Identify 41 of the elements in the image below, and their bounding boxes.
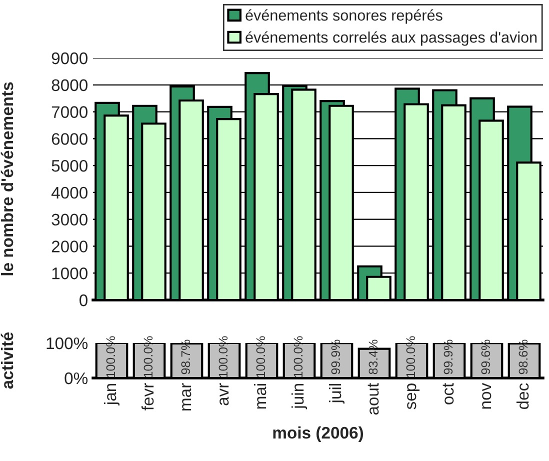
x-tick-label: juin: [291, 384, 308, 410]
data-label: 98.6%: [518, 340, 528, 374]
y-tick-label: 100%: [46, 337, 88, 350]
data-label: 99.6%: [481, 340, 490, 374]
x-tick-label: dec: [516, 383, 529, 410]
data-label: 98.7%: [181, 340, 190, 374]
data-label: 100.0%: [144, 336, 153, 378]
y-axis-title: le nombre d'événements: [0, 82, 14, 276]
x-tick-label: aout: [368, 382, 379, 415]
y-tick-label: 1000: [52, 268, 88, 280]
x-tick-label: avr: [220, 383, 229, 406]
x-tick-label: juil: [328, 384, 345, 404]
legend-label: événements correlés aux passages d'avion: [246, 31, 537, 46]
y-tick-label: 2000: [52, 240, 88, 252]
x-tick-label: nov: [482, 382, 492, 409]
y-tick-label: 5000: [52, 160, 88, 172]
y-tick-label: 8000: [52, 79, 88, 92]
data-label: 100.0%: [256, 336, 266, 378]
data-label: 100.0%: [106, 336, 116, 378]
x-tick-label: oct: [442, 382, 454, 404]
data-label: 83.4%: [368, 340, 378, 374]
y-tick-label: 3000: [52, 214, 88, 226]
data-label: 100.0%: [294, 336, 303, 378]
y-tick-label: 6000: [52, 133, 88, 145]
y-tick-label: 0: [80, 294, 88, 306]
x-tick-label: sep: [407, 384, 420, 410]
x-tick-label: fevr: [142, 383, 154, 410]
y-tick-label: 0%: [64, 372, 88, 384]
x-tick-label: mar: [182, 383, 192, 410]
x-axis-title: mois (2006): [273, 426, 364, 442]
data-label: 99.9%: [444, 340, 453, 374]
y-tick-label: 9000: [52, 52, 88, 64]
data-label: 99.9%: [331, 340, 340, 374]
x-tick-label: jan: [104, 384, 120, 406]
y-axis-title: activité: [0, 332, 14, 389]
y-tick-label: 4000: [51, 186, 88, 199]
data-label: 100.0%: [218, 336, 228, 378]
legend-label: événements sonores repérés: [246, 9, 442, 24]
y-tick-label: 7000: [52, 106, 88, 118]
x-tick-label: mai: [254, 384, 266, 409]
data-label: 100.0%: [406, 336, 416, 378]
